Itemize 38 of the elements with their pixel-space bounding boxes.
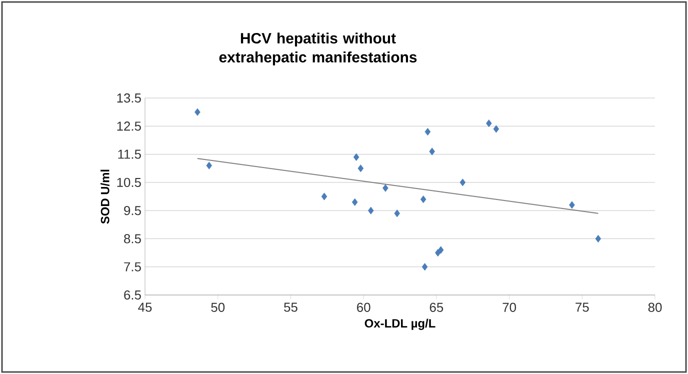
point <box>368 206 374 214</box>
x-tick-label: 55 <box>284 302 298 312</box>
point <box>424 128 431 136</box>
point <box>382 184 388 192</box>
point <box>595 234 602 243</box>
point <box>422 263 428 271</box>
x-axis-title: Ox-LDL µg/L <box>364 318 436 330</box>
point <box>569 201 575 209</box>
point <box>438 246 444 254</box>
point <box>493 125 500 133</box>
y-tick-label: 8.5 <box>124 234 141 244</box>
point <box>420 196 426 204</box>
point <box>206 162 212 170</box>
x-tick-label: 50 <box>211 302 225 312</box>
point <box>460 178 466 186</box>
x-tick-label: 60 <box>357 302 370 312</box>
point <box>353 153 360 161</box>
y-tick-label: 9.5 <box>124 206 141 216</box>
x-tick-label: 70 <box>502 302 516 312</box>
point <box>486 120 492 128</box>
x-tick-label: 65 <box>430 302 444 312</box>
point <box>352 198 358 206</box>
x-tick-label: 75 <box>576 302 589 312</box>
y-axis-title: SOD U/ml <box>100 170 110 224</box>
y-tick-label: 6.5 <box>124 290 141 300</box>
point <box>321 192 328 200</box>
y-tick-label: 12.5 <box>117 122 141 131</box>
chart-title: HCV hepatitis without extrahepatic manifestations <box>219 32 417 66</box>
y-tick-label: 13.5 <box>117 93 141 103</box>
point <box>429 148 435 156</box>
y-tick-label: 7.5 <box>124 262 141 272</box>
x-tick-label: 45 <box>138 302 152 312</box>
y-tick-label: 11.5 <box>118 150 141 159</box>
point <box>194 108 200 116</box>
point <box>358 164 364 172</box>
x-tick-label: 80 <box>648 302 662 312</box>
y-tick-label: 10.5 <box>117 178 141 188</box>
point <box>394 210 400 218</box>
